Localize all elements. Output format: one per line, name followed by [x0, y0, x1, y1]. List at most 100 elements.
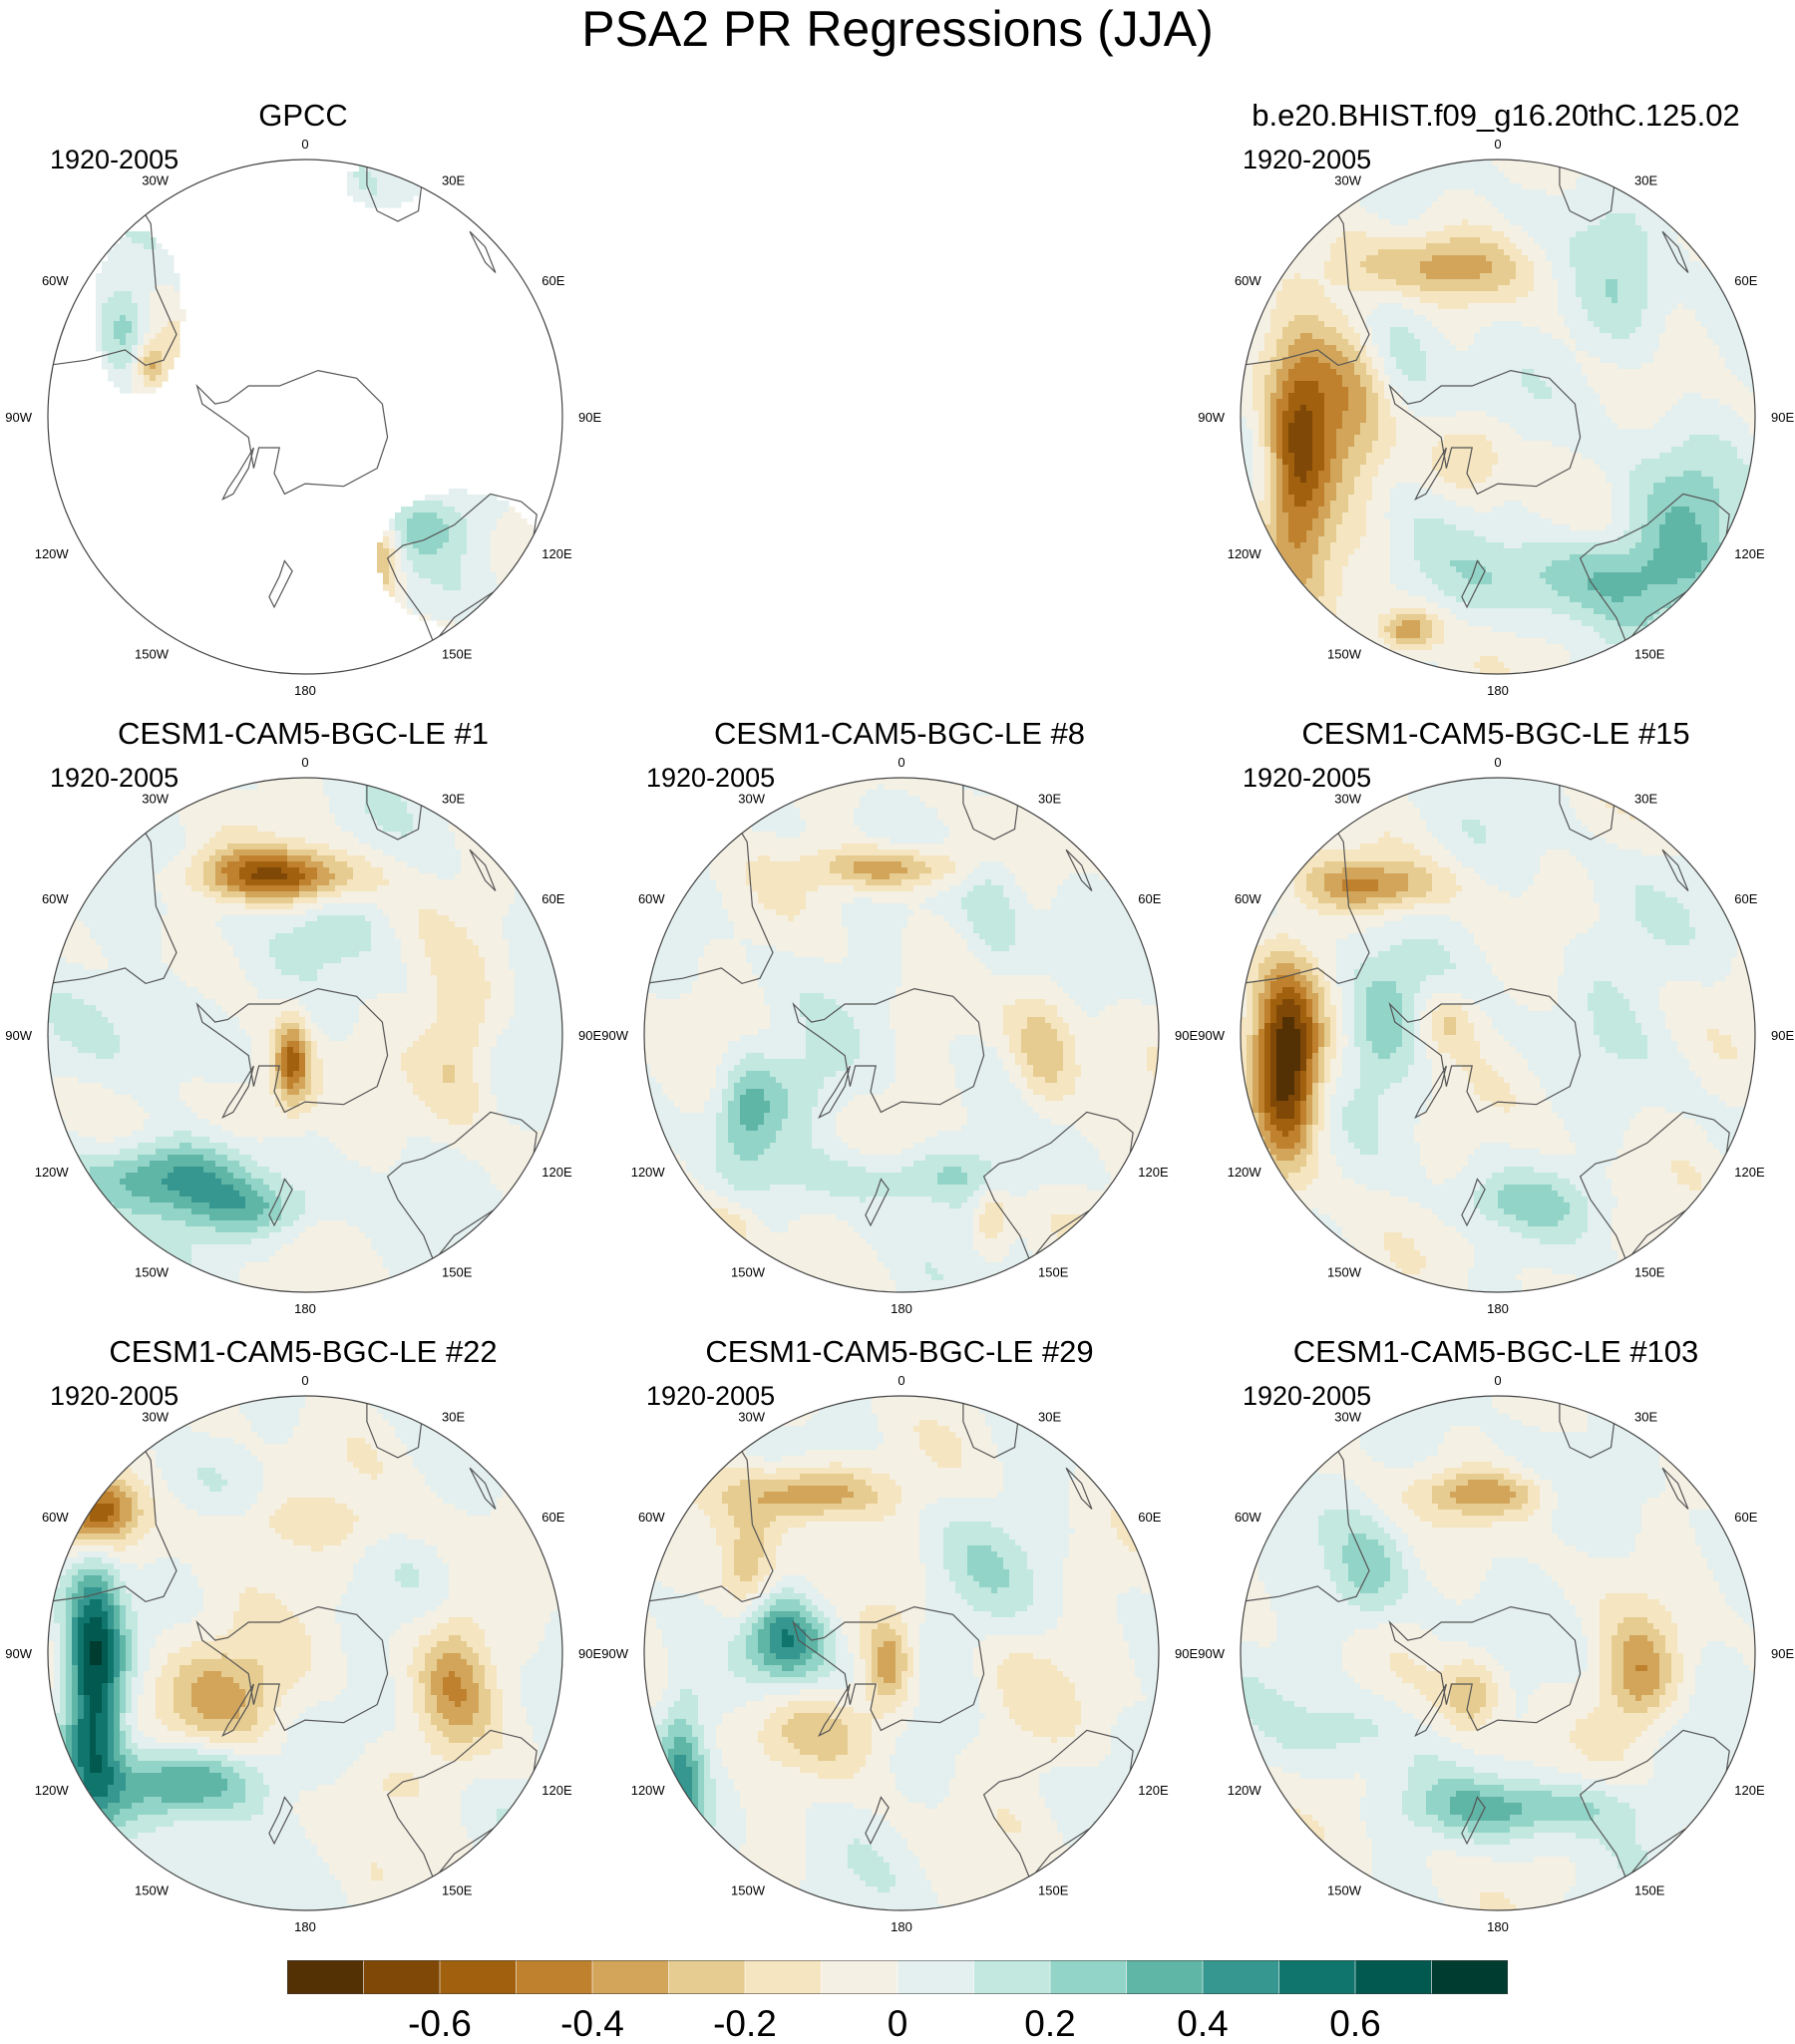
longitude-label: 90E — [578, 1028, 601, 1043]
longitude-label: 180 — [891, 1919, 912, 1934]
longitude-label: 0 — [301, 1373, 308, 1388]
colorbar-swatch — [1432, 1960, 1509, 1994]
longitude-label: 120E — [1734, 546, 1765, 561]
longitude-label: 120W — [1228, 1783, 1262, 1798]
longitude-label: 90E — [1771, 1646, 1794, 1661]
longitude-label: 30E — [1634, 792, 1657, 807]
longitude-label: 30W — [142, 173, 169, 188]
panel-b-e20-bhist: b.e20.BHIST.f09_g16.20thC.125.02 1920-20… — [1197, 98, 1795, 716]
colorbar — [287, 1960, 1508, 1994]
longitude-label: 120E — [1138, 1783, 1169, 1798]
longitude-label: 150E — [442, 646, 473, 661]
longitude-label: 180 — [294, 683, 316, 698]
longitude-label: 60W — [1235, 891, 1261, 906]
longitude-label: 60W — [1235, 1510, 1261, 1525]
colorbar-tick-label: 0 — [838, 2004, 957, 2044]
longitude-label: 60E — [1138, 1510, 1161, 1525]
longitude-label: 180 — [1487, 683, 1509, 698]
colorbar-swatch — [1050, 1960, 1127, 1994]
longitude-label: 120W — [1228, 1165, 1262, 1180]
colorbar-swatch — [1203, 1960, 1279, 1994]
longitude-label: 90E — [578, 410, 601, 425]
colorbar-swatch — [287, 1960, 364, 1994]
colorbar-tick-label: 0.2 — [990, 2004, 1110, 2044]
longitude-label: 30W — [738, 792, 765, 807]
longitude-label: 120E — [541, 1783, 572, 1798]
colorbar-swatch — [974, 1960, 1051, 1994]
longitude-label: 60W — [638, 891, 665, 906]
longitude-label: 30E — [1634, 173, 1657, 188]
longitude-label: 30W — [738, 1410, 765, 1425]
longitude-label: 60W — [1235, 273, 1261, 288]
colorbar-tick-label: 0.6 — [1295, 2004, 1415, 2044]
longitude-label: 60W — [42, 273, 69, 288]
longitude-label: 30E — [1038, 1410, 1061, 1425]
longitude-label: 120W — [35, 1165, 70, 1180]
polar-map: 0 30E 60E 90E 120E 150E 180 150W 120W 90W 60W 30W — [4, 716, 602, 1334]
longitude-label: 150E — [1634, 1882, 1665, 1897]
longitude-label: 150E — [1634, 646, 1665, 661]
longitude-label: 150W — [1327, 1882, 1362, 1897]
longitude-label: 150E — [1038, 1264, 1069, 1279]
longitude-label: 60E — [541, 1510, 564, 1525]
longitude-label: 90W — [5, 1646, 32, 1661]
longitude-label: 180 — [891, 1301, 912, 1316]
longitude-label: 150W — [1327, 1264, 1362, 1279]
longitude-label: 120E — [541, 546, 572, 561]
longitude-label: 30W — [142, 1410, 169, 1425]
longitude-label: 90E — [1175, 1028, 1198, 1043]
longitude-label: 30E — [1634, 1410, 1657, 1425]
longitude-label: 30W — [1334, 173, 1361, 188]
longitude-label: 90W — [1198, 410, 1225, 425]
colorbar-swatch — [592, 1960, 669, 1994]
longitude-label: 30W — [142, 792, 169, 807]
colorbar-swatch — [1127, 1960, 1204, 1994]
figure-title: PSA2 PR Regressions (JJA) — [0, 0, 1795, 58]
longitude-label: 0 — [301, 755, 308, 770]
longitude-label: 90W — [1198, 1028, 1225, 1043]
colorbar-tick-label: -0.6 — [380, 2004, 500, 2044]
longitude-label: 60E — [1734, 891, 1757, 906]
longitude-label: 150E — [442, 1882, 473, 1897]
colorbar-tick-label: 0.4 — [1143, 2004, 1262, 2044]
longitude-label: 30E — [442, 792, 465, 807]
colorbar-swatch — [440, 1960, 517, 1994]
colorbar-swatch — [517, 1960, 593, 1994]
longitude-label: 90W — [5, 1028, 32, 1043]
longitude-label: 120W — [631, 1783, 666, 1798]
longitude-label: 150E — [1038, 1882, 1069, 1897]
longitude-label: 60W — [42, 891, 69, 906]
colorbar-swatch — [1355, 1960, 1432, 1994]
longitude-label: 60W — [42, 1510, 69, 1525]
longitude-label: 120W — [631, 1165, 666, 1180]
longitude-label: 150W — [135, 646, 170, 661]
colorbar-swatch — [669, 1960, 746, 1994]
colorbar-tick-label: -0.2 — [685, 2004, 805, 2044]
longitude-label: 180 — [294, 1301, 316, 1316]
colorbar-swatch — [822, 1960, 898, 1994]
longitude-label: 180 — [1487, 1919, 1509, 1934]
longitude-label: 150W — [135, 1882, 170, 1897]
colorbar-swatch — [1279, 1960, 1356, 1994]
longitude-label: 120E — [541, 1165, 572, 1180]
longitude-label: 90E — [1175, 1646, 1198, 1661]
longitude-label: 120W — [35, 1783, 70, 1798]
longitude-label: 150E — [442, 1264, 473, 1279]
longitude-label: 60E — [541, 891, 564, 906]
longitude-label: 30W — [1334, 792, 1361, 807]
longitude-label: 120E — [1734, 1783, 1765, 1798]
longitude-label: 90W — [5, 410, 32, 425]
longitude-label: 150W — [135, 1264, 170, 1279]
longitude-label: 30W — [1334, 1410, 1361, 1425]
longitude-label: 180 — [294, 1919, 316, 1934]
longitude-label: 90E — [1771, 410, 1794, 425]
longitude-label: 120E — [1734, 1165, 1765, 1180]
longitude-label: 90W — [601, 1028, 628, 1043]
